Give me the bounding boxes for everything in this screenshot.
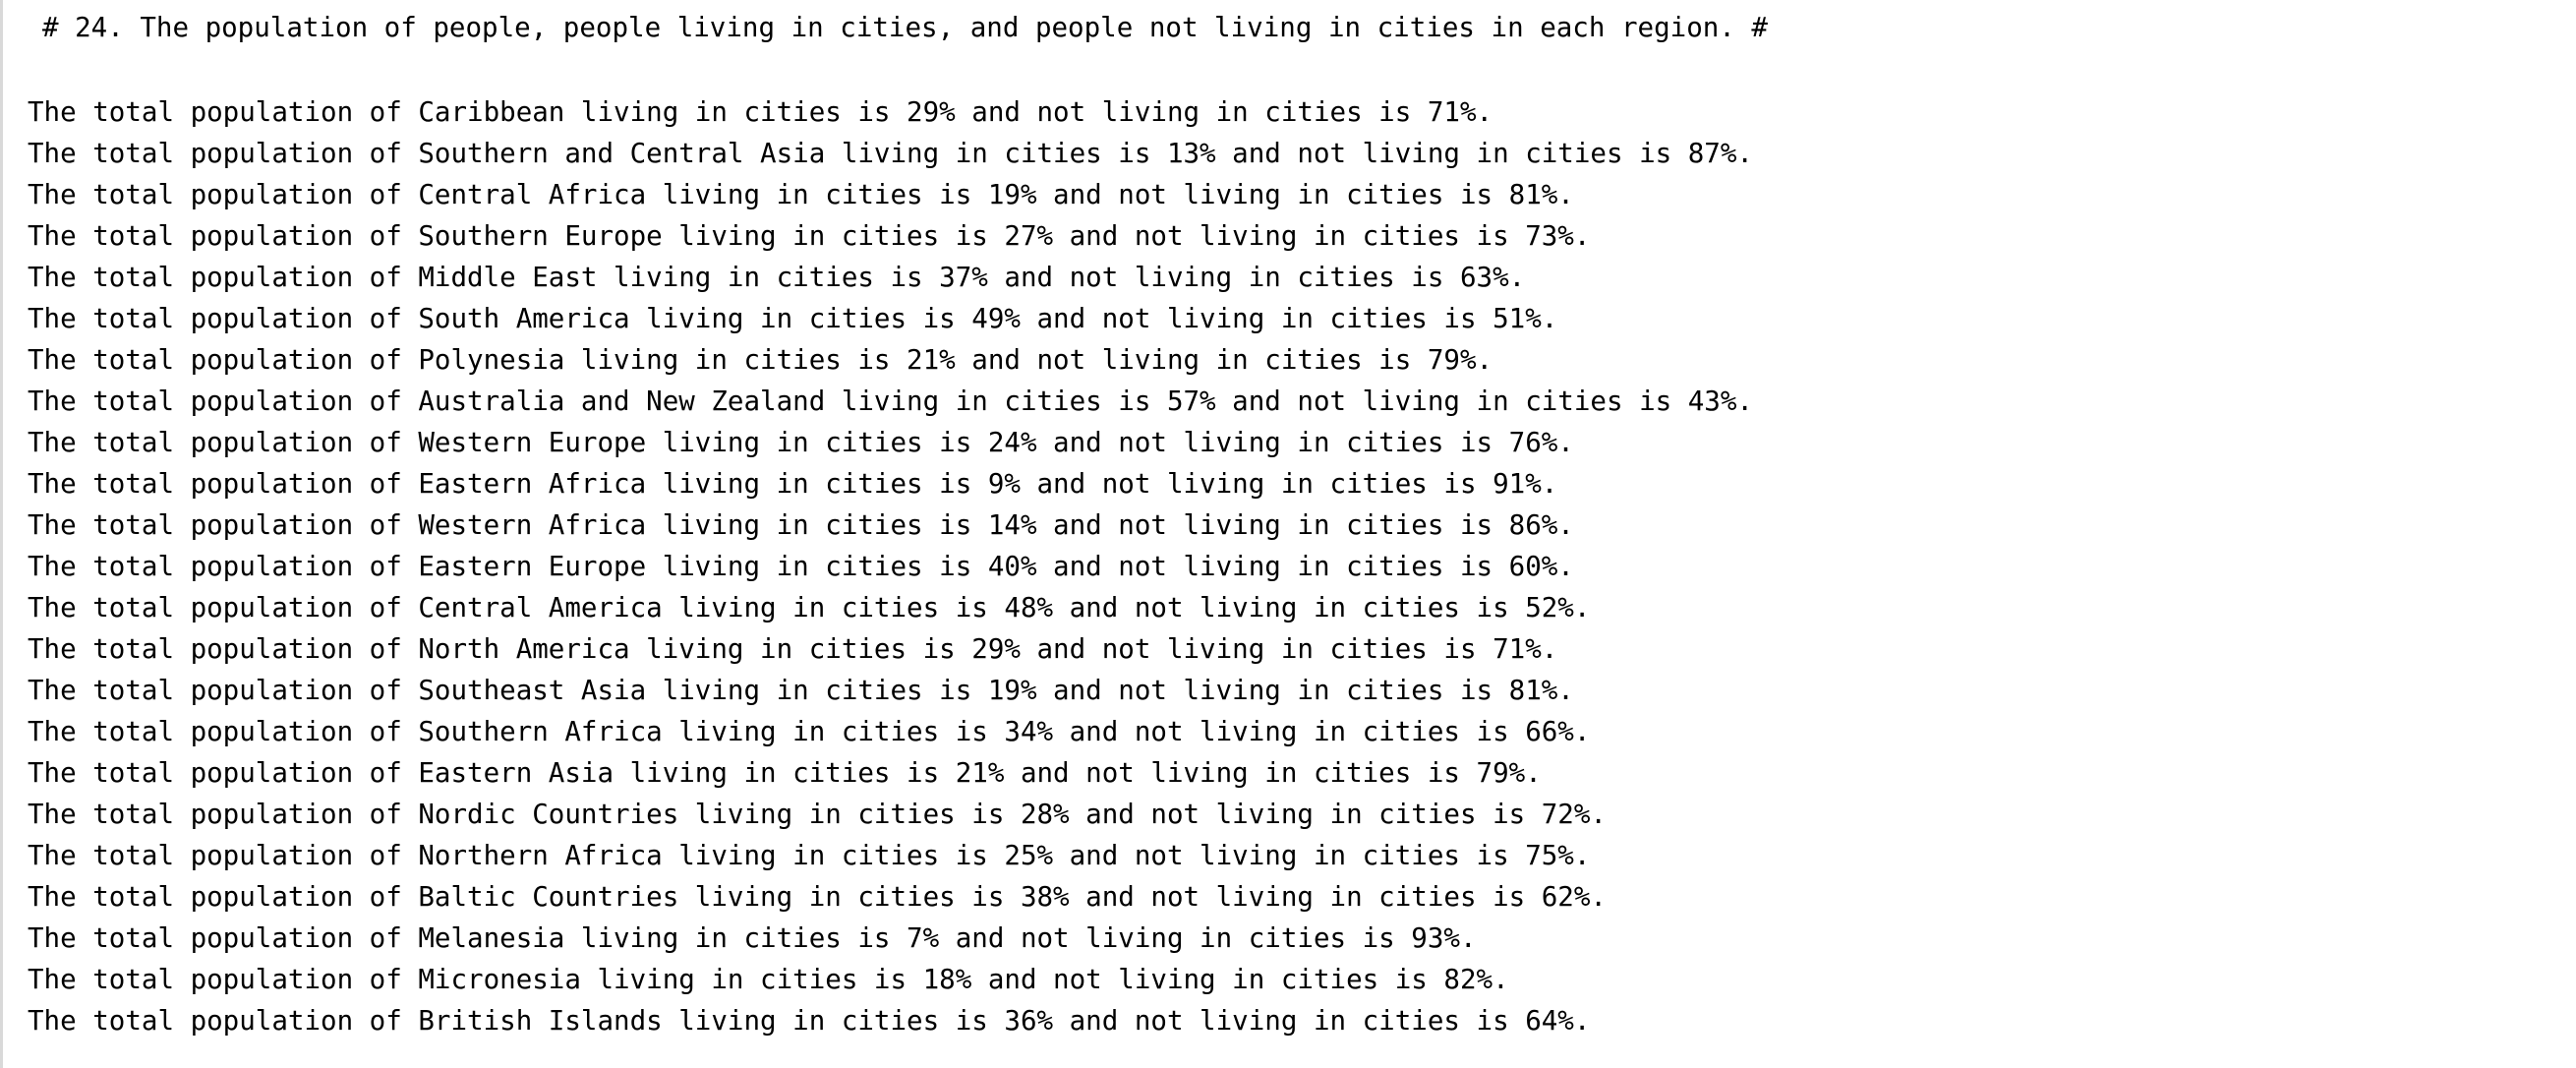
result-line-21: The total population of Micronesia livin… (28, 964, 1509, 995)
result-line-18: The total population of Northern Africa … (28, 840, 1591, 871)
result-line-13: The total population of North America li… (28, 633, 1558, 665)
result-line-5: The total population of South America li… (28, 303, 1558, 334)
result-line-4: The total population of Middle East livi… (28, 262, 1526, 293)
result-line-15: The total population of Southern Africa … (28, 716, 1591, 747)
results-list: The total population of Caribbean living… (28, 91, 1753, 1041)
result-line-16: The total population of Eastern Asia liv… (28, 757, 1542, 789)
result-line-11: The total population of Eastern Europe l… (28, 551, 1574, 582)
result-line-19: The total population of Baltic Countries… (28, 881, 1607, 913)
result-line-7: The total population of Australia and Ne… (28, 386, 1753, 417)
result-line-9: The total population of Eastern Africa l… (28, 468, 1558, 500)
result-line-12: The total population of Central America … (28, 592, 1591, 623)
result-line-1: The total population of Southern and Cen… (28, 138, 1753, 169)
output-header: # 24. The population of people, people l… (42, 12, 1768, 43)
result-line-14: The total population of Southeast Asia l… (28, 675, 1574, 706)
gutter-divider (0, 0, 3, 1068)
result-line-3: The total population of Southern Europe … (28, 220, 1591, 252)
result-line-6: The total population of Polynesia living… (28, 344, 1493, 376)
result-line-17: The total population of Nordic Countries… (28, 799, 1607, 830)
result-line-22: The total population of British Islands … (28, 1005, 1591, 1037)
result-line-2: The total population of Central Africa l… (28, 179, 1574, 210)
result-line-10: The total population of Western Africa l… (28, 509, 1574, 541)
result-line-0: The total population of Caribbean living… (28, 96, 1493, 128)
result-line-20: The total population of Melanesia living… (28, 922, 1477, 954)
result-line-8: The total population of Western Europe l… (28, 427, 1574, 458)
